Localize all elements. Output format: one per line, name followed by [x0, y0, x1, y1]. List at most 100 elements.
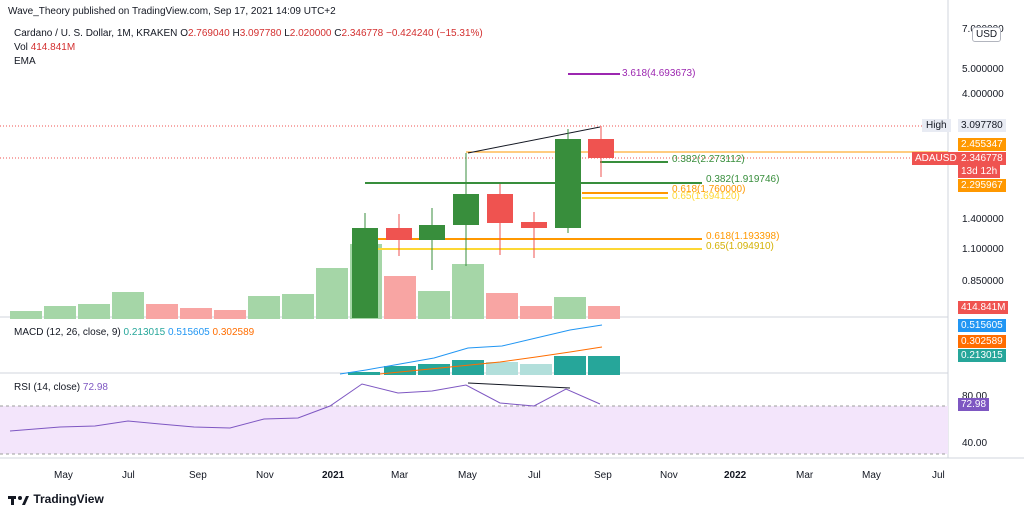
rsi-tick-80: 80.00 — [962, 391, 988, 402]
macd-line-value: 0.515605 — [168, 327, 210, 338]
time-tick: Jul — [122, 470, 135, 481]
macd-bar — [384, 366, 416, 375]
price-tick-5: 5.000000 — [962, 64, 1004, 75]
volume-bar — [78, 304, 110, 319]
trendline-rsi[interactable] — [467, 382, 571, 389]
macd-hist-value: 0.213015 — [123, 327, 166, 338]
ohlc-h-value: 3.097780 — [239, 28, 282, 39]
volume-bars — [10, 244, 620, 319]
macd-bar — [520, 364, 552, 375]
publisher-line: Wave_Theory published on TradingView.com… — [8, 6, 336, 17]
ohlc-h-label: H — [232, 28, 240, 39]
candle-body — [555, 139, 581, 228]
macd-axis-hist: 0.213015 — [958, 349, 1006, 362]
volume-bar — [180, 308, 212, 319]
macd-axis-signal: 0.302589 — [958, 335, 1006, 348]
volume-bar — [248, 296, 280, 319]
time-tick: May — [458, 470, 477, 481]
candle-body — [453, 194, 479, 225]
volume-bar — [112, 292, 144, 319]
fib-label-065b: 0.65(1.094910) — [706, 241, 774, 252]
fib-label-065a: 0.65(1.694120) — [672, 191, 740, 202]
volume-bar — [418, 291, 450, 319]
volume-bar — [316, 268, 348, 319]
brand-name: TradingView — [33, 492, 104, 506]
volume-bar — [44, 306, 76, 319]
macd-bar — [588, 356, 620, 375]
currency-button[interactable]: USD — [972, 27, 1002, 42]
macd-signal-value: 0.302589 — [212, 327, 255, 338]
macd-bar — [418, 364, 450, 375]
candle-body — [419, 225, 445, 240]
symbol-tag: ADAUSD — [912, 152, 960, 165]
fib-label-0382a: 0.382(2.273112) — [672, 154, 745, 165]
macd-line — [339, 324, 603, 375]
volume-bar — [214, 310, 246, 319]
macd-axis-line: 0.515605 — [958, 319, 1006, 332]
time-tick: Jul — [528, 470, 541, 481]
current-price: 2.346778 — [958, 152, 1006, 165]
price-tick-1.1: 1.100000 — [962, 244, 1004, 255]
rsi-band — [0, 406, 948, 454]
volume-value: 414.841M — [30, 42, 76, 53]
candle-body — [588, 139, 614, 158]
volume-bar — [554, 297, 586, 319]
signal-line — [379, 346, 603, 375]
fib-label-0382b: 0.382(1.919746) — [706, 174, 780, 185]
macd-bar — [486, 362, 518, 375]
trendline-price[interactable] — [467, 126, 601, 154]
symbol-line: Cardano / U. S. Dollar, 1M, KRAKEN O2.76… — [14, 28, 483, 40]
price-tick-0.85: 0.850000 — [962, 276, 1004, 287]
time-tick: May — [54, 470, 73, 481]
macd-bar — [452, 360, 484, 375]
candle-body — [487, 194, 513, 223]
macd-bar — [554, 356, 586, 375]
macd-histogram — [348, 356, 620, 375]
high-value: 3.097780 — [958, 119, 1006, 132]
time-tick: May — [862, 470, 881, 481]
countdown: 13d 12h — [958, 165, 1001, 178]
time-tick: Jul — [932, 470, 945, 481]
volume-bar — [452, 264, 484, 319]
ohlc-c-label: C — [334, 28, 342, 39]
symbol-name: Cardano / U. S. Dollar, 1M, KRAKEN — [14, 28, 178, 39]
volume-bar — [146, 304, 178, 319]
fib-label-0618a: 0.618(1.760000) — [672, 184, 746, 195]
rsi-line — [9, 383, 601, 432]
time-tick: Sep — [594, 470, 612, 481]
tradingview-icon — [8, 495, 29, 505]
fib-label-0618b: 0.618(1.193398) — [706, 231, 780, 242]
change-value: −0.424240 (−15.31%) — [386, 28, 483, 39]
tradingview-logo[interactable]: TradingView — [8, 492, 104, 506]
price-tick-1.4: 1.400000 — [962, 214, 1004, 225]
time-tick: 2021 — [322, 470, 345, 481]
price-tick-4: 4.000000 — [962, 89, 1004, 100]
high-label: High — [922, 119, 951, 132]
candles — [352, 126, 614, 318]
volume-label: Vol — [14, 42, 28, 53]
time-tick: Mar — [796, 470, 814, 481]
volume-bar — [282, 294, 314, 319]
volume-bar — [384, 276, 416, 319]
price-box-2455: 2.455347 — [958, 138, 1006, 151]
volume-bar — [588, 306, 620, 319]
candle-body — [352, 228, 378, 318]
rsi-label: RSI (14, close) — [14, 382, 81, 393]
time-tick: Nov — [660, 470, 678, 481]
ohlc-o-label: O — [180, 28, 188, 39]
time-tick: Nov — [256, 470, 274, 481]
volume-line: Vol 414.841M — [14, 42, 75, 54]
volume-box: 414.841M — [958, 301, 1009, 314]
volume-bar — [486, 293, 518, 319]
ema-label: EMA — [14, 56, 36, 67]
time-tick: Mar — [391, 470, 409, 481]
macd-bar — [348, 372, 380, 375]
macd-label: MACD (12, 26, close, 9) — [14, 327, 121, 338]
ohlc-l-value: 2.020000 — [289, 28, 332, 39]
volume-bar — [520, 306, 552, 319]
volume-bar — [10, 311, 42, 319]
rsi-value: 72.98 — [82, 382, 108, 393]
ohlc-o-value: 2.769040 — [187, 28, 230, 39]
fib-label-3618: 3.618(4.693673) — [622, 68, 696, 79]
